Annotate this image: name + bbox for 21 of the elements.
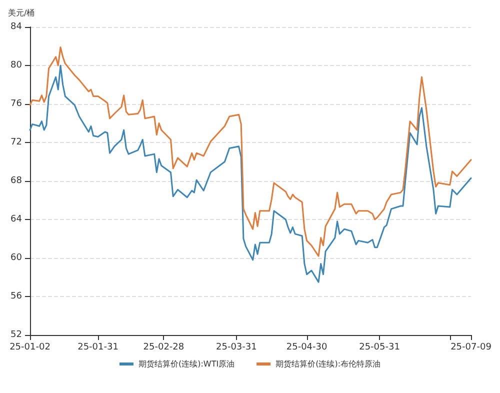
x-tick-label: 25-05-31 xyxy=(359,342,400,352)
y-axis-title: 美元/桶 xyxy=(8,8,35,18)
y-tick-label: 72 xyxy=(10,138,22,148)
legend-label: 期货结算价(连续):WTI原油 xyxy=(138,360,235,368)
x-tick-label: 25-01-31 xyxy=(78,342,118,352)
y-tick-label: 76 xyxy=(10,99,22,109)
y-tick-label: 80 xyxy=(10,60,22,70)
x-tick-label: 25-02-28 xyxy=(143,342,184,352)
y-tick-label: 52 xyxy=(10,330,22,340)
line-series xyxy=(29,64,472,283)
x-tick-label: 25-07-09 xyxy=(450,342,492,352)
x-tick-label: 25-03-31 xyxy=(216,342,257,352)
y-tick-label: 68 xyxy=(10,176,22,186)
y-tick-label: 56 xyxy=(10,292,22,302)
legend-label: 期货结算价(连续):布伦特原油 xyxy=(276,360,381,368)
y-tick-label: 60 xyxy=(10,253,22,263)
x-tick-label: 25-04-30 xyxy=(286,342,328,352)
y-tick-label: 84 xyxy=(10,22,22,32)
line-series xyxy=(29,46,472,257)
y-tick-label: 64 xyxy=(10,214,22,224)
x-tick-label: 25-01-02 xyxy=(10,342,50,352)
